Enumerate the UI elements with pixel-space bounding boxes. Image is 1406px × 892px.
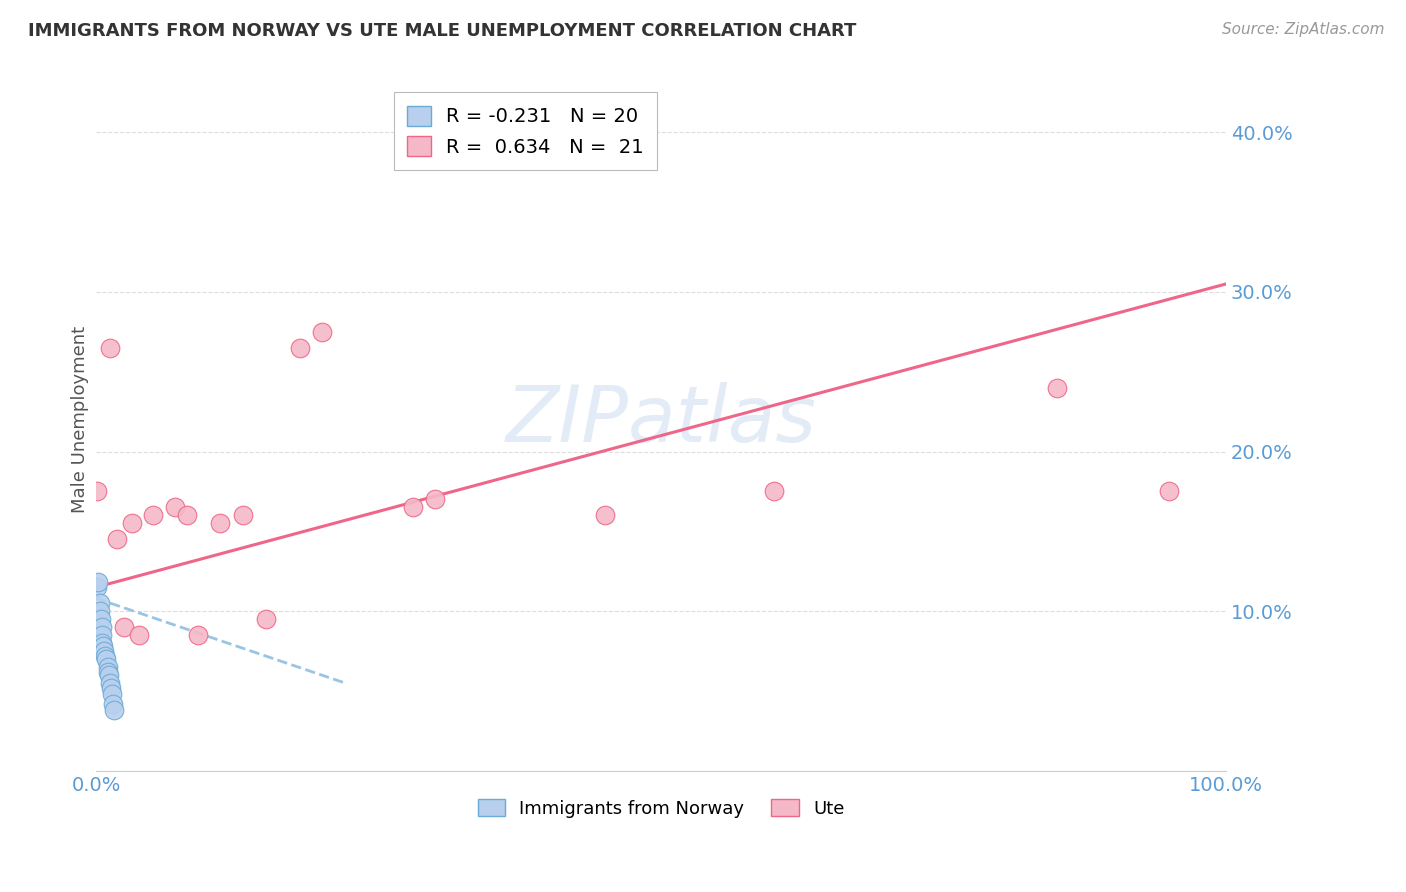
Point [1159,484,1181,499]
Point [96,665,118,679]
Text: ZIPatlas: ZIPatlas [506,382,817,458]
Point [89,596,111,610]
Point [86,580,108,594]
Point [101,687,124,701]
Point [86,484,108,499]
Point [87,575,110,590]
Point [89,604,111,618]
Point [311,325,333,339]
Point [254,612,277,626]
Point [98,676,121,690]
Point [232,508,254,523]
Point [94,648,117,663]
Text: Source: ZipAtlas.com: Source: ZipAtlas.com [1222,22,1385,37]
Point [96,660,118,674]
Point [209,516,232,531]
Point [100,681,122,695]
Point [1045,381,1067,395]
Point [142,508,165,523]
Point [423,492,446,507]
Point [91,639,114,653]
Point [96,652,118,666]
Point [763,484,786,499]
Point [593,508,616,523]
Point [93,644,115,658]
Point [121,516,143,531]
Point [176,508,198,523]
Point [90,628,112,642]
Point [98,341,121,355]
Point [90,636,112,650]
Point [105,533,128,547]
Y-axis label: Male Unemployment: Male Unemployment [72,326,89,513]
Point [128,628,150,642]
Text: IMMIGRANTS FROM NORWAY VS UTE MALE UNEMPLOYMENT CORRELATION CHART: IMMIGRANTS FROM NORWAY VS UTE MALE UNEMP… [28,22,856,40]
Point [187,628,209,642]
Legend: Immigrants from Norway, Ute: Immigrants from Norway, Ute [471,792,852,825]
Point [90,620,112,634]
Point [97,668,120,682]
Point [90,612,112,626]
Point [401,500,423,515]
Point [101,697,124,711]
Point [114,620,136,634]
Point [288,341,311,355]
Point [103,703,125,717]
Point [165,500,187,515]
